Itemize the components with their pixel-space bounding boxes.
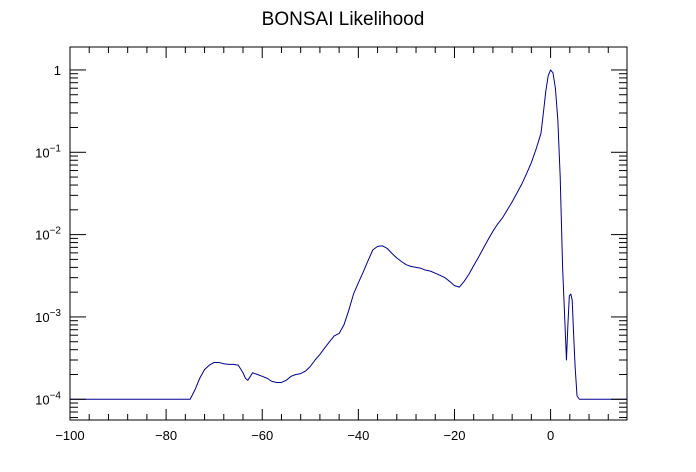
data-layer [70,69,627,400]
y-tick-label-exponent: −2 [50,226,62,237]
y-tick-label: 10−1 [35,143,61,160]
tick-label-layer: −100 −80 −60 −40 −20 010−410−310−210−11 [35,63,554,443]
x-tick-label: −80 [155,428,177,443]
y-tick-label-base: 10 [35,310,49,325]
y-tick-label: 10−4 [35,390,61,407]
x-tick-label: −40 [347,428,369,443]
y-tick-label-exponent: −3 [50,308,62,319]
y-tick-label-base: 10 [35,392,49,407]
y-tick-label-exponent: −1 [50,143,62,154]
y-tick-label-base: 1 [54,63,61,78]
y-tick-label-exponent: −4 [50,390,62,401]
x-tick-label: −20 [443,428,465,443]
x-tick-label: −60 [251,428,273,443]
x-tick-label: 0 [547,428,554,443]
y-tick-label: 10−3 [35,308,61,325]
y-tick-label: 1 [54,63,61,78]
tick-layer [69,47,627,420]
y-tick-label: 10−2 [35,226,61,243]
y-tick-label-base: 10 [35,228,49,243]
x-tick-label: −100 [55,428,84,443]
plot-frame [69,46,628,421]
y-tick-label-base: 10 [35,145,49,160]
chart-title: BONSAI Likelihood [262,9,425,30]
series-line-0 [70,69,627,400]
